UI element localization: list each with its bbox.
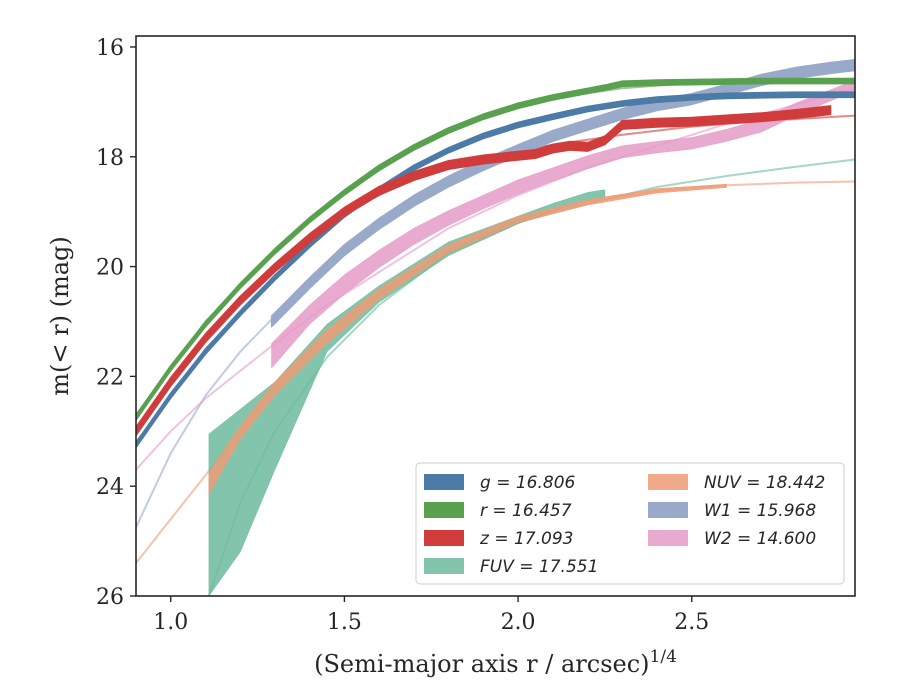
- y-tick-label: 18: [96, 146, 124, 171]
- data-band-w1: [270, 59, 855, 328]
- legend-label-nuv: NUV = 18.442: [704, 473, 825, 493]
- legend-swatch-r: [424, 502, 464, 518]
- legend-swatch-w2: [648, 530, 688, 546]
- x-tick-label: 2.5: [674, 610, 709, 635]
- data-band-r: [136, 77, 855, 421]
- x-tick-label: 1.5: [327, 610, 362, 635]
- legend-swatch-z: [424, 530, 464, 546]
- data-band-g: [136, 91, 855, 449]
- model-curve-g: [136, 91, 855, 444]
- model-curve-w2: [136, 87, 855, 471]
- axes-frame: [135, 35, 856, 597]
- legend-swatch-w1: [648, 502, 688, 518]
- x-axis-label: (Semi-major axis r / arcsec)1/4: [314, 647, 677, 678]
- legend-label-r: r = 16.457: [480, 501, 572, 521]
- y-tick-label: 22: [96, 365, 124, 390]
- y-tick-label: 26: [96, 585, 124, 610]
- legend-label-g: g = 16.806: [480, 473, 576, 493]
- data-band-nuv: [208, 183, 727, 495]
- legend-label-w1: W1 = 15.968: [704, 501, 816, 521]
- y-tick-label: 20: [96, 256, 124, 281]
- plot-area: [136, 59, 855, 596]
- y-tick-label: 24: [96, 475, 124, 500]
- legend-swatch-fuv: [424, 558, 464, 574]
- data-band-z: [136, 105, 832, 437]
- x-tick-label: 1.0: [153, 610, 188, 635]
- y-axis-label: m(< r) (mag): [46, 236, 74, 395]
- x-axis-label-superscript: 1/4: [650, 647, 677, 667]
- legend: g = 16.806 r = 16.457 z = 17.093 FUV = 17.5…: [415, 462, 845, 585]
- data-band-w2: [271, 79, 855, 369]
- legend-swatch-g: [424, 474, 464, 490]
- y-tick-label: 16: [96, 36, 124, 61]
- x-tick-label: 2.0: [501, 610, 536, 635]
- series-layer: [136, 59, 855, 596]
- y-axis: 16 18 20 22 24 26: [96, 36, 136, 610]
- legend-swatch-nuv: [648, 474, 688, 490]
- legend-label-z: z = 17.093: [479, 529, 573, 549]
- x-axis: 1.0 1.5 2.0 2.5: [153, 596, 709, 635]
- legend-label-w2: W2 = 14.600: [704, 529, 816, 549]
- legend-label-fuv: FUV = 17.551: [480, 557, 598, 577]
- legend-box: [415, 462, 845, 585]
